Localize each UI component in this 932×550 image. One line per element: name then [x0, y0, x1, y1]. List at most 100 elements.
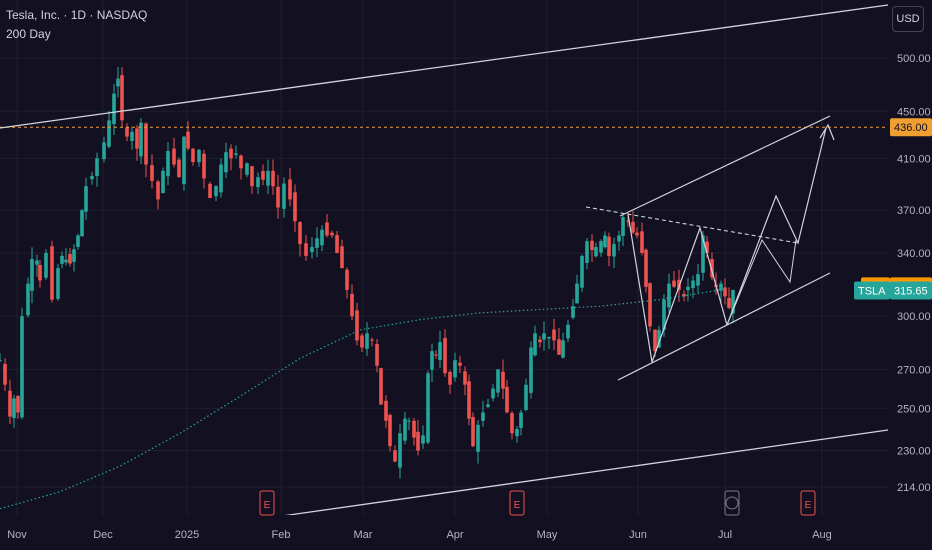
candle-body[interactable] [64, 259, 68, 263]
candle-body[interactable] [68, 253, 72, 264]
candle-body[interactable] [310, 247, 314, 253]
candle-body[interactable] [719, 283, 723, 291]
candle-body[interactable] [245, 163, 249, 175]
candle-body[interactable] [590, 240, 594, 250]
candle-body[interactable] [95, 158, 99, 176]
candle-body[interactable] [30, 258, 34, 291]
earnings-marker-icon[interactable] [800, 490, 816, 516]
candle-body[interactable] [571, 306, 575, 318]
candle-body[interactable] [407, 420, 411, 422]
candle-body[interactable] [271, 170, 275, 187]
candle-body[interactable] [12, 398, 16, 418]
candle-body[interactable] [538, 339, 542, 343]
candle-body[interactable] [76, 235, 80, 247]
candle-body[interactable] [80, 210, 84, 237]
candle-body[interactable] [662, 299, 666, 330]
projection-path[interactable] [726, 127, 827, 326]
candle-body[interactable] [398, 433, 402, 468]
candle-body[interactable] [288, 179, 292, 200]
candle-body[interactable] [621, 217, 625, 236]
moving-average-line[interactable] [0, 289, 721, 510]
candle-body[interactable] [648, 283, 652, 327]
channel-lower-line[interactable] [267, 429, 889, 519]
candle-body[interactable] [20, 316, 24, 418]
candle-body[interactable] [547, 336, 551, 339]
candle-body[interactable] [561, 340, 565, 358]
triangle-upper-line[interactable] [619, 115, 831, 217]
candle-body[interactable] [315, 238, 319, 248]
candle-body[interactable] [626, 220, 630, 222]
candle-body[interactable] [510, 413, 514, 434]
candle-body[interactable] [72, 249, 76, 262]
candle-body[interactable] [44, 252, 48, 278]
candle-body[interactable] [234, 153, 238, 156]
candle-body[interactable] [35, 260, 39, 265]
candle-body[interactable] [298, 222, 302, 245]
candle-body[interactable] [524, 384, 528, 410]
candle-body[interactable] [370, 339, 374, 341]
candle-body[interactable] [125, 127, 129, 137]
candle-body[interactable] [325, 222, 329, 236]
candle-body[interactable] [438, 342, 442, 361]
candle-body[interactable] [304, 243, 308, 256]
candle-body[interactable] [0, 360, 2, 362]
candle-body[interactable] [150, 165, 154, 182]
candle-body[interactable] [644, 249, 648, 287]
candle-body[interactable] [691, 280, 695, 289]
candle-body[interactable] [723, 287, 727, 297]
candle-body[interactable] [50, 246, 54, 300]
candle-body[interactable] [727, 297, 731, 308]
candle-body[interactable] [585, 241, 589, 263]
candle-body[interactable] [686, 286, 690, 291]
candle-body[interactable] [542, 333, 546, 340]
candle-body[interactable] [519, 412, 523, 428]
candle-body[interactable] [491, 388, 495, 399]
candle-body[interactable] [282, 183, 286, 209]
candle-body[interactable] [471, 417, 475, 447]
candle-body[interactable] [607, 236, 611, 256]
candle-body[interactable] [365, 333, 369, 349]
candle-body[interactable] [144, 123, 148, 165]
candle-body[interactable] [261, 171, 265, 180]
candle-body[interactable] [566, 324, 570, 339]
price-badge-tag[interactable] [854, 281, 890, 300]
candle-body[interactable] [239, 155, 243, 169]
candle-body[interactable] [60, 255, 64, 264]
candle-body[interactable] [335, 235, 339, 253]
candle-body[interactable] [256, 177, 260, 188]
candle-body[interactable] [266, 170, 270, 186]
channel-upper-line[interactable] [0, 4, 889, 129]
candle-body[interactable] [533, 333, 537, 356]
candle-body[interactable] [557, 339, 561, 355]
candle-body[interactable] [467, 381, 471, 419]
candle-body[interactable] [8, 390, 12, 417]
candle-body[interactable] [682, 294, 686, 297]
candle-body[interactable] [486, 404, 490, 407]
candle-body[interactable] [197, 149, 201, 163]
candle-body[interactable] [38, 265, 42, 281]
candle-body[interactable] [379, 368, 383, 405]
candle-body[interactable] [612, 244, 616, 257]
candle-body[interactable] [375, 344, 379, 366]
candle-body[interactable] [481, 412, 485, 421]
candle-body[interactable] [350, 293, 354, 317]
candle-body[interactable] [580, 255, 584, 288]
currency-button[interactable]: USD [892, 6, 924, 32]
candle-body[interactable] [421, 435, 425, 444]
earnings-marker-icon[interactable] [509, 490, 525, 516]
candle-body[interactable] [276, 186, 280, 208]
price-badge[interactable] [890, 118, 932, 137]
candle-body[interactable] [112, 93, 116, 125]
candle-body[interactable] [594, 247, 598, 257]
candle-body[interactable] [172, 148, 176, 165]
candle-body[interactable] [26, 283, 30, 316]
candle-body[interactable] [161, 170, 165, 194]
candle-body[interactable] [617, 235, 621, 242]
candle-body[interactable] [177, 159, 181, 178]
candle-body[interactable] [430, 351, 434, 370]
candle-body[interactable] [731, 289, 735, 314]
candle-body[interactable] [501, 371, 505, 389]
candle-body[interactable] [434, 354, 438, 356]
